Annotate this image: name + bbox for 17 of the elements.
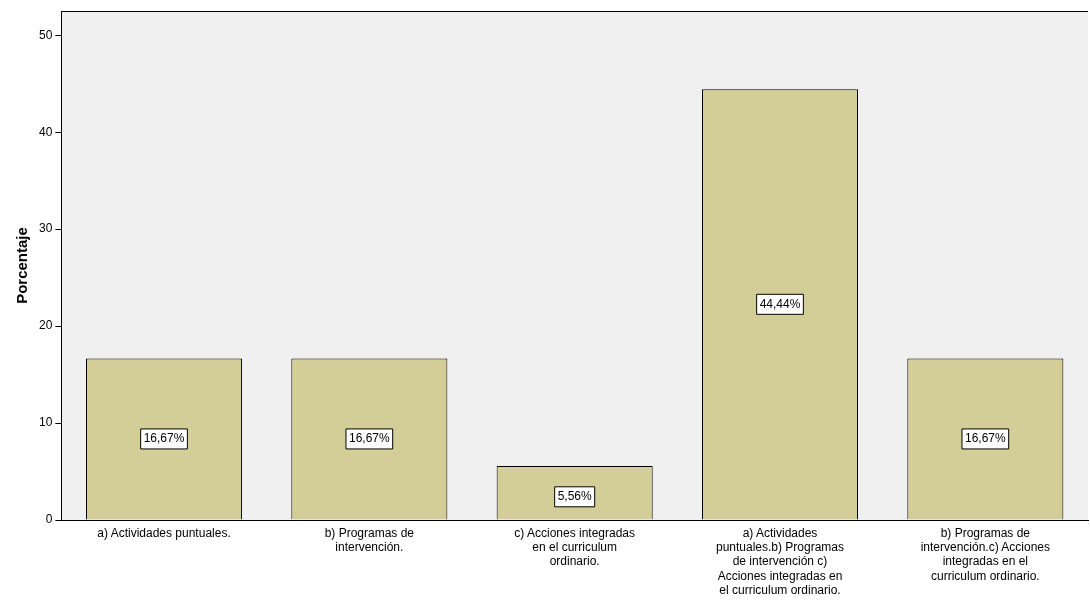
x-tick-label: a) Actividades puntuales.b) Programas de intervención c) Acciones integradas en el curriculum ordinario. — [715, 525, 845, 598]
data-label: 16,67% — [348, 431, 391, 446]
x-tick-label: a) Actividades puntuales. — [97, 525, 231, 540]
x-tick-label: c) Acciones integradas en el curriculum ordinario. — [514, 525, 636, 569]
data-label: 5,56% — [557, 489, 593, 504]
x-tick-label: b) Programas de intervención.c) Acciones integradas en el curriculum ordinario. — [920, 525, 1051, 583]
y-axis-title: Porcentaje — [13, 227, 31, 304]
data-label: 16,67% — [964, 431, 1007, 446]
x-tick-label: b) Programas de intervención. — [324, 525, 415, 554]
y-tick-label: 20 — [38, 318, 53, 333]
y-tick-label: 10 — [38, 415, 53, 430]
y-tick-label: 30 — [38, 221, 53, 236]
y-tick-label: 0 — [45, 512, 53, 527]
y-tick-label: 50 — [38, 27, 53, 42]
y-tick-label: 40 — [38, 124, 53, 139]
data-label: 16,67% — [143, 431, 185, 446]
data-label: 44,44% — [759, 296, 801, 311]
